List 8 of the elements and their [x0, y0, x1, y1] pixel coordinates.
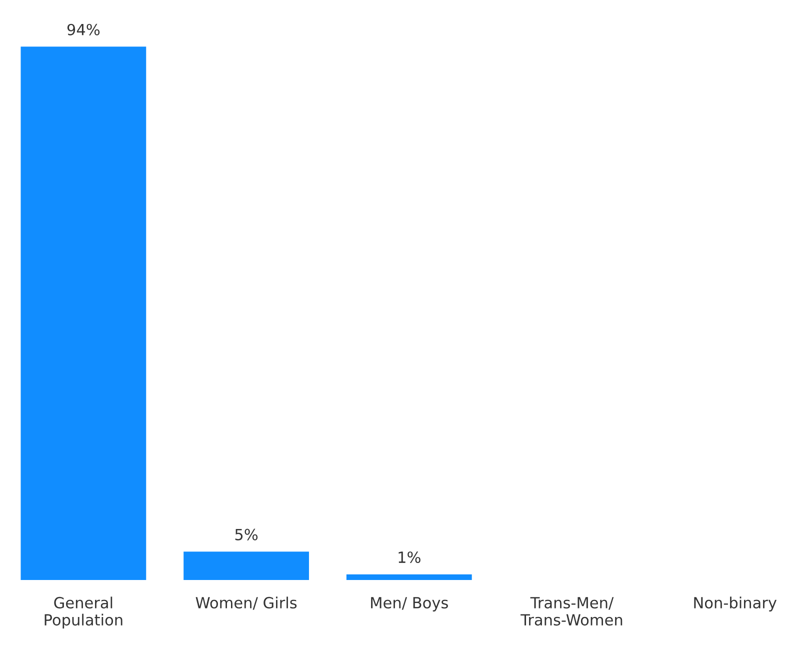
- data-label: 1%: [398, 551, 420, 564]
- data-label: 5%: [235, 528, 258, 540]
- data-label: 94%: [67, 24, 100, 36]
- x-tick-label: Women/ Girls: [196, 596, 297, 610]
- x-tick-label: Non-binary: [694, 596, 777, 612]
- x-tick-label: Men/ Boys: [371, 597, 448, 612]
- x-tick-label: Trans-Men/ Trans-Women: [520, 597, 622, 626]
- x-tick-label: General Population: [44, 596, 122, 629]
